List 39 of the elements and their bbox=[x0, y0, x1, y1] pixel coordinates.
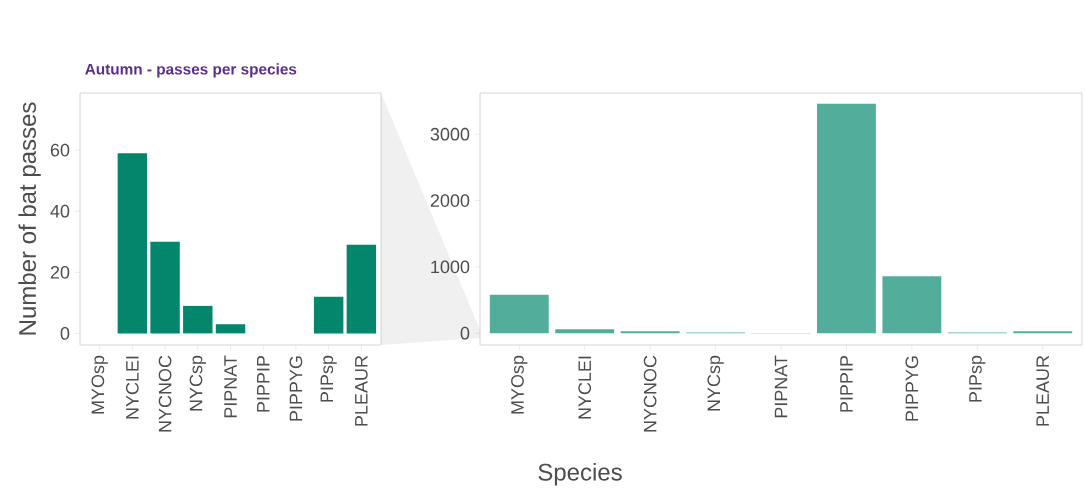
bar bbox=[816, 103, 876, 334]
x-tick-label: NYCLEI bbox=[578, 356, 592, 419]
x-tick-label: PIPsp bbox=[969, 355, 986, 402]
x-tick-label: PIPPYG bbox=[905, 356, 919, 421]
y-tick-label: 60 bbox=[50, 143, 70, 157]
chart-title: Autumn - passes per species bbox=[85, 63, 297, 78]
x-tick-label: MYOsp bbox=[511, 355, 528, 414]
x-tick-label: PIPPYG bbox=[289, 356, 303, 421]
bar bbox=[489, 294, 549, 334]
y-tick-label: 20 bbox=[50, 265, 70, 279]
y-axis-title: Number of bat passes bbox=[18, 102, 41, 335]
y-tick-label: 40 bbox=[50, 204, 70, 218]
bar bbox=[313, 296, 344, 334]
bar bbox=[183, 305, 213, 334]
y-tick-label: 0 bbox=[60, 327, 70, 340]
y-tick-label: 2000 bbox=[430, 194, 470, 207]
bar bbox=[346, 244, 377, 334]
y-tick-label: 3000 bbox=[430, 127, 470, 141]
x-tick-label: NYCLEI bbox=[125, 356, 139, 419]
x-tick-label: NYCNOC bbox=[158, 355, 172, 432]
x-tick-label: PIPNAT bbox=[774, 355, 788, 418]
y-tick-label: 1000 bbox=[431, 260, 470, 274]
x-axis-title: Species bbox=[538, 463, 622, 486]
x-tick-label: NYCsp bbox=[189, 355, 206, 411]
bar bbox=[117, 153, 148, 334]
x-tick-label: PIPPIP bbox=[257, 355, 270, 412]
bar bbox=[215, 324, 246, 334]
x-tick-label: PLEAUR bbox=[355, 355, 368, 426]
x-tick-label: PIPsp bbox=[320, 355, 337, 402]
bar bbox=[555, 329, 615, 334]
bar bbox=[882, 276, 942, 334]
x-tick-label: PIPPIP bbox=[840, 355, 853, 412]
y-tick-label: 0 bbox=[460, 326, 470, 340]
x-tick-label: PIPNAT bbox=[224, 355, 237, 418]
x-tick-label: NYCNOC bbox=[643, 355, 657, 432]
x-tick-label: PLEAUR bbox=[1036, 355, 1049, 426]
x-tick-label: NYCsp bbox=[707, 355, 724, 411]
bar bbox=[150, 241, 180, 334]
x-tick-label: MYOsp bbox=[91, 355, 108, 414]
